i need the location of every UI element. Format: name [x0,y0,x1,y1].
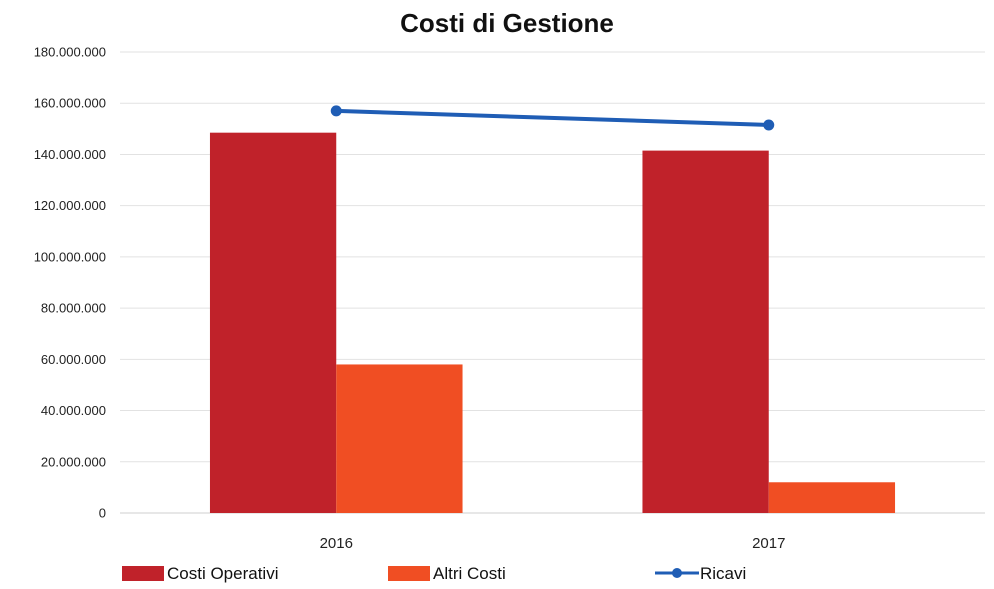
line-series [330,105,775,131]
y-tick-label: 60.000.000 [41,352,106,367]
chart-title: Costi di Gestione [400,8,614,38]
y-tick-label: 80.000.000 [41,301,106,316]
legend-swatch-altri-costi [388,566,430,581]
x-category-label: 2016 [320,535,353,552]
y-tick-label: 20.000.000 [41,454,106,469]
bar-costi-operativi-2016 [209,132,337,514]
y-tick-label: 0 [99,506,106,521]
y-tick-label: 180.000.000 [34,45,106,60]
point-ricavi-2017 [763,119,775,131]
y-axis-tick-labels: 0 20.000.000 40.000.000 60.000.000 80.000.00… [34,45,106,521]
point-ricavi-2016 [330,105,342,117]
legend-label-ricavi: Ricavi [700,564,746,583]
legend-label-costi-operativi: Costi Operativi [167,564,278,583]
legend-swatch-ricavi-marker [672,568,682,578]
y-tick-label: 160.000.000 [34,96,106,111]
y-tick-label: 100.000.000 [34,249,106,264]
line-ricavi [336,108,769,127]
y-tick-label: 140.000.000 [34,147,106,162]
bar-altri-costi-2017 [768,482,896,513]
legend-label-altri-costi: Altri Costi [433,564,506,583]
y-tick-label: 120.000.000 [34,198,106,213]
bar-altri-costi-2016 [336,364,463,513]
bars [209,132,896,514]
y-tick-label: 40.000.000 [41,403,106,418]
x-category-label: 2017 [752,535,785,552]
x-axis-category-labels: 2016 2017 [320,535,786,552]
bar-costi-operativi-2017 [642,150,769,513]
legend-swatch-costi-operativi [122,566,164,581]
legend: Costi Operativi Altri Costi Ricavi [122,564,746,583]
